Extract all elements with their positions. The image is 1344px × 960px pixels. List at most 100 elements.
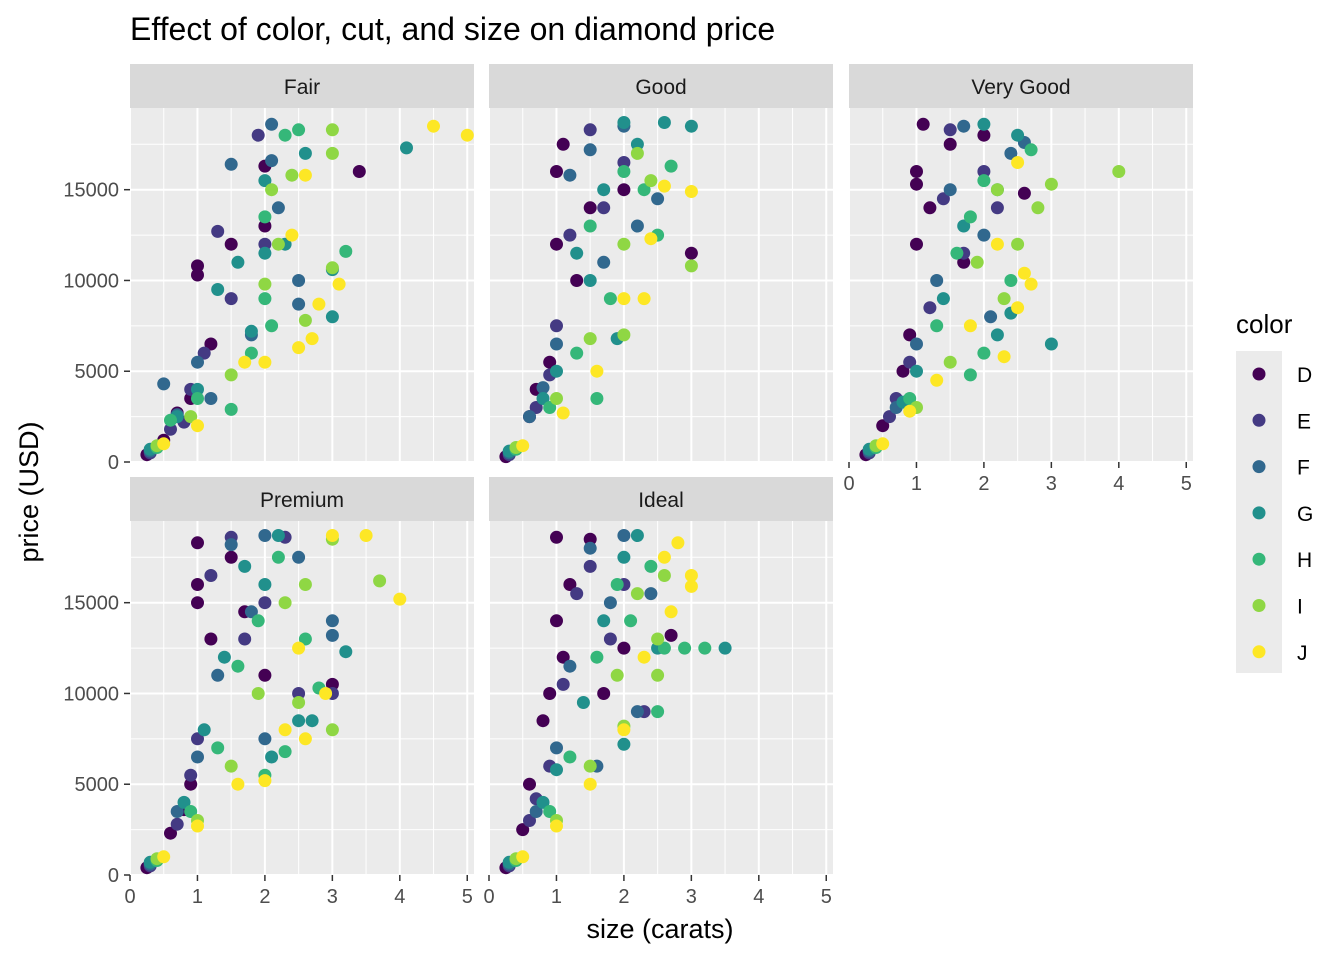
data-point-h — [637, 183, 651, 197]
data-point-j — [393, 592, 407, 606]
data-point-d — [876, 419, 890, 433]
legend-key-h — [1252, 552, 1266, 566]
data-point-j — [617, 292, 631, 306]
facet-label: Premium — [260, 489, 344, 512]
data-point-e — [211, 224, 225, 238]
data-point-f — [943, 183, 957, 197]
data-point-j — [550, 819, 563, 833]
facet-label: Good — [635, 76, 686, 99]
data-point-g — [231, 255, 245, 269]
data-point-g — [657, 116, 671, 129]
data-point-d — [597, 687, 611, 700]
data-point-g — [570, 246, 584, 260]
facet-panel-fair: Fair 0 5000 10000 15000 — [63, 64, 474, 474]
data-point-e — [258, 596, 272, 610]
data-point-g — [990, 328, 1004, 342]
data-point-f — [651, 192, 665, 206]
data-point-d — [550, 530, 563, 544]
data-point-j — [684, 579, 698, 593]
points — [859, 117, 1126, 462]
data-point-f — [244, 605, 258, 619]
legend: color DE FGH IJ — [1236, 309, 1313, 673]
data-point-g — [597, 183, 611, 197]
data-point-g — [265, 750, 279, 764]
data-point-e — [164, 422, 177, 436]
facet-strip-fair — [130, 64, 474, 108]
data-point-f — [224, 157, 238, 171]
data-point-g — [238, 559, 252, 573]
data-point-e — [238, 632, 252, 646]
x-tick-label: 5 — [462, 886, 473, 908]
data-point-j — [292, 641, 306, 655]
data-point-d — [184, 777, 198, 791]
data-point-j — [157, 437, 171, 451]
data-point-j — [930, 373, 944, 387]
data-point-h — [543, 805, 557, 818]
data-point-g — [936, 292, 950, 306]
data-point-i — [990, 183, 1004, 197]
data-point-g — [536, 392, 550, 405]
y-tick-label: 10000 — [63, 683, 119, 705]
data-point-h — [298, 632, 312, 646]
x-axis: 0 1 2 3 4 5 — [843, 462, 1192, 495]
data-point-h — [950, 246, 964, 260]
data-point-g — [292, 714, 306, 728]
data-point-j — [516, 850, 530, 864]
data-point-j — [1017, 266, 1031, 280]
data-point-h — [265, 319, 279, 333]
data-point-g — [550, 763, 563, 777]
data-point-h — [651, 705, 665, 719]
data-point-h — [930, 319, 944, 333]
data-point-f — [583, 541, 597, 555]
data-point-j — [298, 168, 312, 182]
data-point-i — [373, 574, 387, 588]
data-point-i — [997, 292, 1011, 306]
data-point-g — [1011, 128, 1025, 142]
data-point-d — [550, 237, 563, 251]
data-point-g — [910, 364, 923, 378]
data-point-f — [603, 596, 617, 610]
data-point-f — [271, 201, 285, 215]
x-axis: 0 1 2 3 4 5 — [483, 875, 832, 908]
data-point-i — [651, 632, 665, 646]
data-point-i — [644, 174, 658, 188]
data-point-g — [258, 578, 272, 591]
data-point-i — [617, 237, 631, 251]
x-tick-label: 1 — [192, 886, 203, 908]
data-point-g — [271, 529, 285, 542]
data-point-i — [1011, 237, 1025, 251]
data-point-g — [957, 219, 971, 233]
data-point-f — [204, 392, 218, 405]
data-point-d — [903, 328, 917, 342]
data-point-g — [718, 641, 732, 655]
legend-key-d — [1252, 367, 1266, 381]
data-point-h — [963, 368, 977, 382]
data-point-i — [550, 392, 563, 405]
data-point-j — [657, 550, 671, 564]
data-point-j — [876, 437, 890, 451]
data-point-g — [583, 274, 597, 287]
data-point-d — [957, 255, 971, 269]
data-point-i — [657, 569, 671, 582]
data-point-j — [556, 406, 570, 420]
data-point-i — [1112, 165, 1126, 178]
data-point-d — [977, 128, 991, 142]
data-point-d — [191, 578, 204, 591]
x-tick-label: 4 — [394, 886, 405, 908]
data-point-h — [977, 174, 991, 188]
legend-label: H — [1297, 549, 1312, 572]
data-point-e — [204, 569, 218, 582]
data-point-j — [319, 687, 333, 700]
data-point-h — [657, 641, 671, 655]
y-tick-label: 5000 — [75, 774, 120, 796]
legend-key-i — [1252, 599, 1266, 612]
data-point-h — [244, 346, 258, 360]
data-point-h — [339, 244, 353, 258]
x-tick-label: 2 — [259, 886, 270, 908]
data-point-j — [657, 179, 671, 193]
data-point-d — [910, 177, 923, 191]
data-point-g — [258, 246, 272, 260]
data-point-j — [298, 732, 312, 746]
data-point-i — [298, 578, 312, 591]
